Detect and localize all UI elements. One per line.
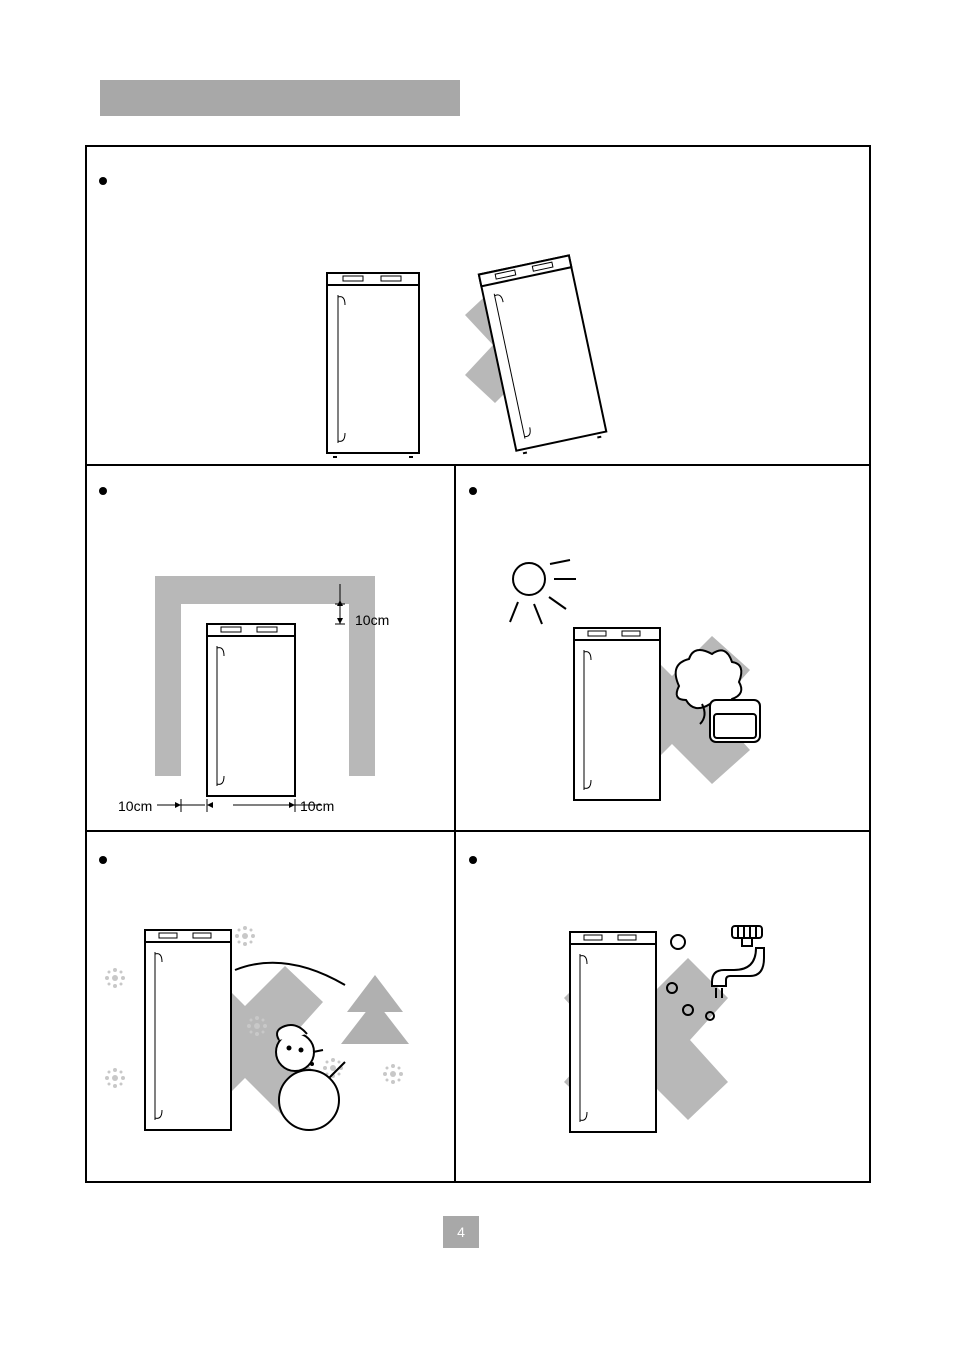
fridge-tilted-icon [479,255,607,454]
fridge-cold-icon [145,930,231,1130]
fridge-clearance-icon [207,624,295,796]
cell1-diagram [85,145,871,464]
page-number: 4 [443,1216,479,1248]
fridge-heat-icon [574,628,660,800]
fridge-upright-icon [327,273,419,457]
section-title-bar [100,80,460,116]
sun-icon [510,560,576,624]
cell5-diagram [454,830,871,1183]
tree-icon [341,975,409,1044]
dim-top-label: 10cm [355,612,389,628]
page-number-text: 4 [457,1224,465,1240]
heater-icon [710,700,760,742]
faucet-icon [712,926,764,998]
fridge-water-icon [570,932,656,1132]
dim-left-label: 10cm [118,798,152,814]
cell3-diagram [454,464,871,830]
cell4-diagram [85,830,454,1183]
dim-right-label: 10cm [300,798,334,814]
cell2-diagram [85,464,454,830]
